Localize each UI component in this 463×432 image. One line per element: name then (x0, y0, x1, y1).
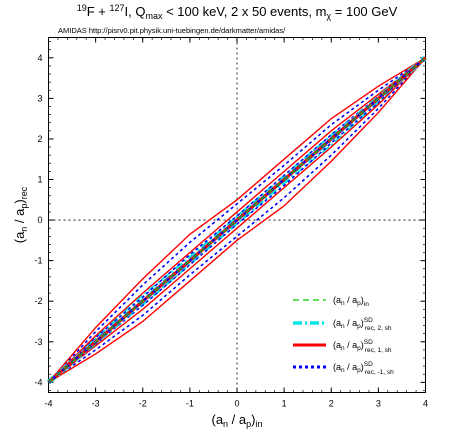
x-tick-label: -1 (186, 399, 194, 409)
legend-text: (a (333, 295, 341, 305)
x-tick-label: -2 (139, 399, 147, 409)
y-tick-label: -4 (34, 377, 42, 387)
legend-sup: SD (364, 339, 373, 346)
y-tick-label: -1 (34, 256, 42, 266)
axis-ticks: -4 -3 -2 -1 0 1 2 3 4 -4 -3 -2 -1 0 1 2 3 4 (34, 37, 428, 409)
title-part-6: < 100 keV, 2 x 50 events, m (162, 4, 326, 19)
y-tick-label: 4 (37, 53, 42, 63)
ylab-a: (a (12, 231, 27, 243)
legend-text: ) (361, 362, 364, 372)
xlab-e: ) (251, 412, 255, 427)
y-tick-label: 2 (37, 134, 42, 144)
legend-sub: p (357, 367, 361, 374)
ylab-sub-rec: rec (19, 186, 29, 199)
legend-sub: n (341, 345, 345, 352)
xlab-sub-p: p (246, 419, 251, 429)
series-band-line (47, 57, 427, 383)
series-band-line (48, 57, 427, 383)
x-tick-label: -4 (44, 399, 52, 409)
legend-label-recm1: (an / ap)SD rec, -1, sh (333, 361, 394, 376)
title-part-2: F + (87, 4, 110, 19)
xlab-c: / a (228, 412, 247, 427)
title-sub-2: χ (326, 11, 331, 21)
legend-label-in: (an / ap)in (333, 295, 369, 308)
y-tick-label: 0 (37, 215, 42, 225)
legend-text: ) (361, 318, 364, 328)
x-tick-label: 3 (376, 399, 381, 409)
legend: (an / ap)in(an / ap)SD rec, 2, sh(an / ap… (293, 295, 394, 376)
title-sub-1: max (145, 11, 163, 21)
legend-sub: n (341, 300, 345, 307)
legend-text: ) (361, 295, 364, 305)
series-band-line (48, 57, 426, 383)
title-part-4: I, Q (125, 4, 146, 19)
legend-sub: p (357, 300, 361, 307)
series-band-line (48, 57, 426, 383)
legend-text: / a (345, 340, 358, 350)
header-note: AMIDAS http://pisrv0.pit.physik.uni-tueb… (58, 26, 286, 35)
y-tick-label: 3 (37, 93, 42, 103)
legend-sub: n (341, 367, 345, 374)
series-central-line (48, 57, 426, 383)
x-tick-label: 4 (423, 399, 428, 409)
x-tick-label: 2 (329, 399, 334, 409)
ylab-sub-p: p (19, 204, 29, 209)
series-band-line (47, 57, 426, 383)
legend-sub: rec, 2, sh (365, 325, 392, 332)
title-part-8: = 100 GeV (331, 4, 397, 19)
legend-text: ) (361, 340, 364, 350)
series-band-line (47, 57, 426, 383)
legend-text: / a (345, 318, 358, 328)
y-tick-label: -2 (34, 296, 42, 306)
chart-title: 19F + 127I, Qmax < 100 keV, 2 x 50 event… (77, 3, 398, 21)
legend-sub: in (364, 301, 369, 308)
title-sup-2: 127 (109, 3, 124, 13)
ylab-e: ) (12, 199, 27, 203)
legend-sub: n (341, 323, 345, 330)
title-sup-1: 19 (77, 3, 87, 13)
legend-label-rec2: (an / ap)SD rec, 2, sh (333, 317, 392, 332)
x-tick-label: 0 (234, 399, 239, 409)
legend-sub: p (357, 345, 361, 352)
xlab-sub-in: in (256, 419, 263, 429)
legend-text: (a (333, 362, 341, 372)
x-tick-label: -3 (92, 399, 100, 409)
ylab-c: / a (12, 208, 27, 227)
xlab-sub-n: n (223, 419, 228, 429)
legend-sub: rec, 1, sh (365, 347, 392, 354)
legend-text: / a (345, 362, 358, 372)
legend-sub: rec, -1, sh (365, 369, 394, 376)
zero-lines (48, 37, 426, 393)
legend-text: / a (345, 295, 358, 305)
x-tick-label: 1 (282, 399, 287, 409)
y-axis-label: (an / ap)rec (12, 186, 29, 243)
legend-text: (a (333, 318, 341, 328)
legend-sup: SD (364, 361, 373, 368)
y-tick-label: 1 (37, 175, 42, 185)
series-group (46, 55, 428, 385)
legend-text: (a (333, 340, 341, 350)
y-tick-label: -3 (34, 337, 42, 347)
legend-sup: SD (364, 317, 373, 324)
legend-label-rec1: (an / ap)SD rec, 1, sh (333, 339, 392, 354)
ylab-sub-n: n (19, 227, 29, 232)
x-axis-label: (an / ap)in (211, 412, 262, 429)
xlab-a: (a (211, 412, 223, 427)
legend-sub: p (357, 323, 361, 330)
